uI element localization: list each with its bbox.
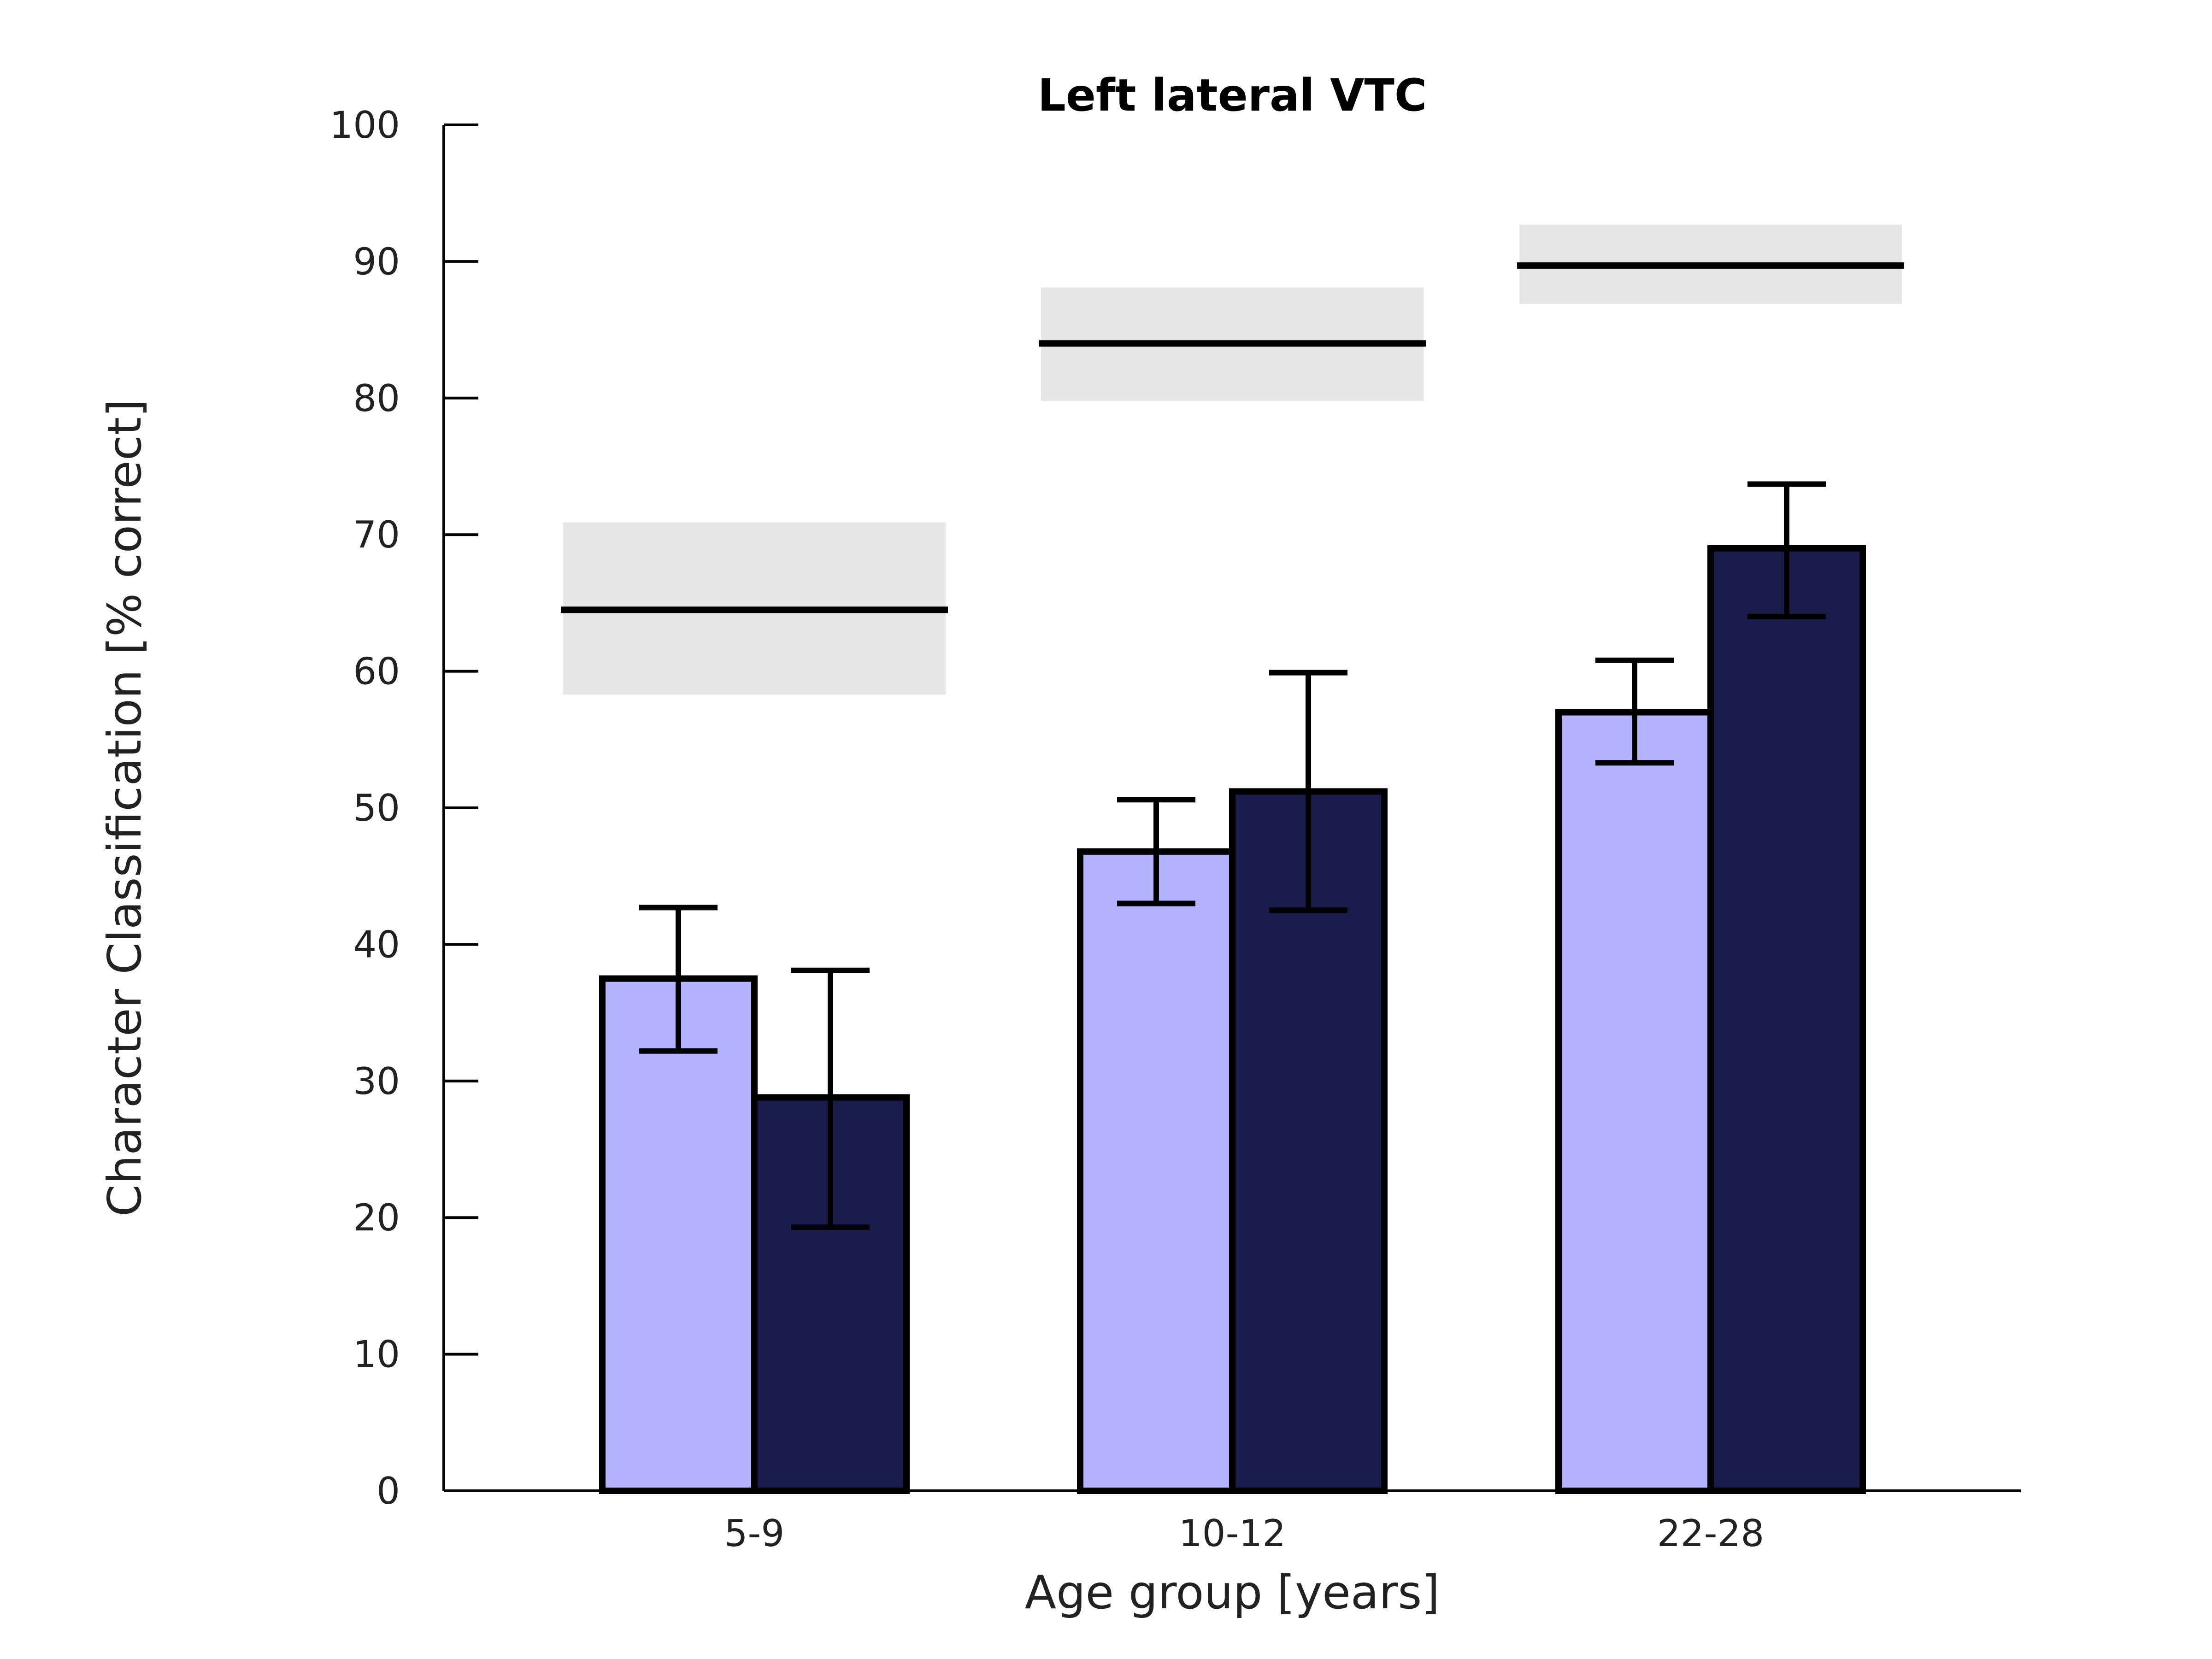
bars [599,545,1866,1494]
chart-title: Left lateral VTC [1038,70,1427,121]
y-tick-label: 70 [353,513,400,556]
bar [1077,848,1235,1494]
y-tick-label: 100 [329,104,400,147]
y-ticks: 0 10 20 30 40 50 60 70 80 90 100 [329,104,478,1512]
y-tick-label: 0 [377,1470,400,1512]
y-axis-label: Character Classification [% correct] [98,399,152,1217]
y-tick-label: 40 [353,923,400,966]
x-tick-label: 5-9 [724,1512,785,1555]
y-tick-label: 10 [353,1333,400,1376]
y-tick-label: 50 [353,787,400,830]
y-tick-label: 30 [353,1060,400,1103]
error-bars [639,481,1826,1230]
x-tick-label: 22-28 [1657,1512,1764,1555]
reference-bands [563,224,1902,694]
y-tick-label: 80 [353,377,400,420]
x-tick-label: 10-12 [1179,1512,1286,1555]
bar [1707,545,1866,1494]
x-ticks: 5-9 10-12 22-28 [724,1512,1765,1555]
y-tick-label: 20 [353,1196,400,1239]
bar [599,975,758,1494]
reference-lines [561,262,1904,613]
y-tick-label: 60 [353,650,400,693]
y-tick-label: 90 [353,240,400,283]
bar [1555,709,1714,1494]
x-axis-label: Age group [years] [1025,1565,1440,1619]
